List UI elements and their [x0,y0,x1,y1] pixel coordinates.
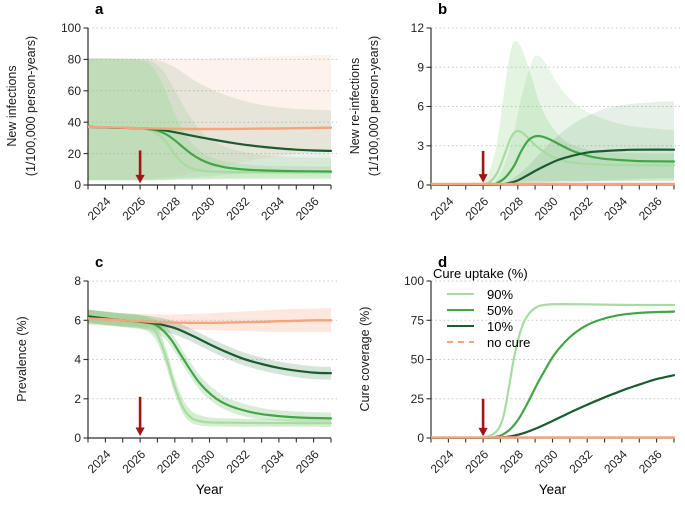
svg-text:2026: 2026 [462,194,491,223]
svg-text:2026: 2026 [462,447,491,476]
panel-a-y-axis-title-line2: (1/100,000 person‑years) [24,35,38,177]
panel-b: 2024 2026 2028 2030 2032 2034 2036 0 3 6 9 12 b New… [343,0,685,253]
svg-text:0: 0 [417,431,424,445]
svg-text:2030: 2030 [532,447,561,476]
legend-swatch-no-cure-dashed-line [447,340,474,344]
svg-text:2034: 2034 [258,194,287,223]
svg-text:75: 75 [411,314,425,328]
panel-d-y-axis-title: Cure coverage (%) [358,306,372,412]
svg-text:2028: 2028 [497,194,526,223]
svg-text:2024: 2024 [85,447,114,476]
svg-text:2024: 2024 [85,194,114,223]
svg-text:60: 60 [68,84,82,98]
svg-text:2034: 2034 [601,194,630,223]
svg-text:2024: 2024 [428,194,457,223]
legend-item-no-cure: no cure [433,334,530,350]
panel-d-letter: d [438,254,448,271]
svg-text:2026: 2026 [119,447,148,476]
panel-a-letter: a [95,1,104,18]
svg-text:2034: 2034 [601,447,630,476]
panel-b-canvas: 2024 2026 2028 2030 2032 2034 2036 0 3 6 9 12 [411,21,680,223]
svg-text:3: 3 [417,139,424,153]
svg-text:50: 50 [411,353,425,367]
svg-text:2030: 2030 [532,194,561,223]
svg-text:100: 100 [404,274,424,288]
svg-text:2036: 2036 [636,447,665,476]
legend-item-50: 50% [433,302,530,318]
svg-text:25: 25 [411,392,425,406]
x-axis-title-right: Year [538,482,567,497]
panel-a-canvas: 2024 2026 2028 2030 2032 2034 2036 0 20 40 60 80 100 [61,21,337,223]
x-axis-title-left: Year [195,482,224,497]
svg-text:6: 6 [417,100,424,114]
svg-text:2032: 2032 [224,447,253,476]
svg-text:2030: 2030 [189,447,218,476]
legend-swatch-90-line [447,292,474,296]
panel-c-y-axis-title: Prevalence (%) [15,316,29,402]
svg-text:0: 0 [74,431,81,445]
panel-c-letter: c [95,254,104,271]
svg-text:2: 2 [74,392,81,406]
svg-text:2028: 2028 [154,194,183,223]
panel-b-y-axis-title-line2: (1/100,000 person‑years) [367,35,381,177]
svg-text:2032: 2032 [224,194,253,223]
legend-title: Cure uptake (%) [433,266,528,281]
svg-text:2034: 2034 [258,447,287,476]
panel-c-canvas: 2024 2026 2028 2030 2032 2034 2036 0 2 4 6 8 [74,274,337,476]
svg-text:8: 8 [74,274,81,288]
svg-text:2032: 2032 [567,447,596,476]
svg-text:0: 0 [74,178,81,192]
legend-label-50: 50% [487,302,514,318]
svg-text:40: 40 [68,115,82,129]
legend-label-no-cure: no cure [487,334,531,350]
svg-text:2036: 2036 [293,194,322,223]
svg-text:100: 100 [61,21,81,35]
svg-text:20: 20 [68,147,82,161]
svg-text:2036: 2036 [293,447,322,476]
legend-label-10: 10% [487,318,514,334]
legend-swatch-50-line [447,308,474,312]
panel-c: 2024 2026 2028 2030 2032 2034 2036 0 2 4 6 8 c Prev… [0,253,343,507]
legend-item-10: 10% [433,318,530,334]
svg-text:80: 80 [68,53,82,67]
svg-text:2032: 2032 [567,194,596,223]
svg-text:2036: 2036 [636,194,665,223]
legend-label-90: 90% [487,286,514,302]
panel-a-y-axis-title-line1: New infections [5,65,19,147]
svg-text:2026: 2026 [119,194,148,223]
svg-text:4: 4 [74,353,81,367]
legend-item-90: 90% [433,286,530,302]
svg-text:2024: 2024 [428,447,457,476]
panel-d: 2024 2026 2028 2030 2032 2034 2036 0 25 50 75 100 d… [343,253,685,507]
svg-text:6: 6 [74,314,81,328]
panel-a: 2024 2026 2028 2030 2032 2034 2036 0 20 40 60 80 100… [0,0,343,253]
legend: Cure uptake (%) 90% 50% 10% no cure [433,266,530,350]
panel-d-canvas: 2024 2026 2028 2030 2032 2034 2036 0 25 50 75 100 [404,274,680,476]
panel-b-letter: b [438,1,448,18]
svg-text:0: 0 [417,178,424,192]
panel-b-y-axis-title-line1: New re‑infections [348,57,362,155]
svg-text:12: 12 [411,21,425,35]
legend-swatch-10-line [447,324,474,328]
svg-text:2028: 2028 [497,447,526,476]
svg-text:2028: 2028 [154,447,183,476]
svg-text:2030: 2030 [189,194,218,223]
svg-text:9: 9 [417,61,424,75]
